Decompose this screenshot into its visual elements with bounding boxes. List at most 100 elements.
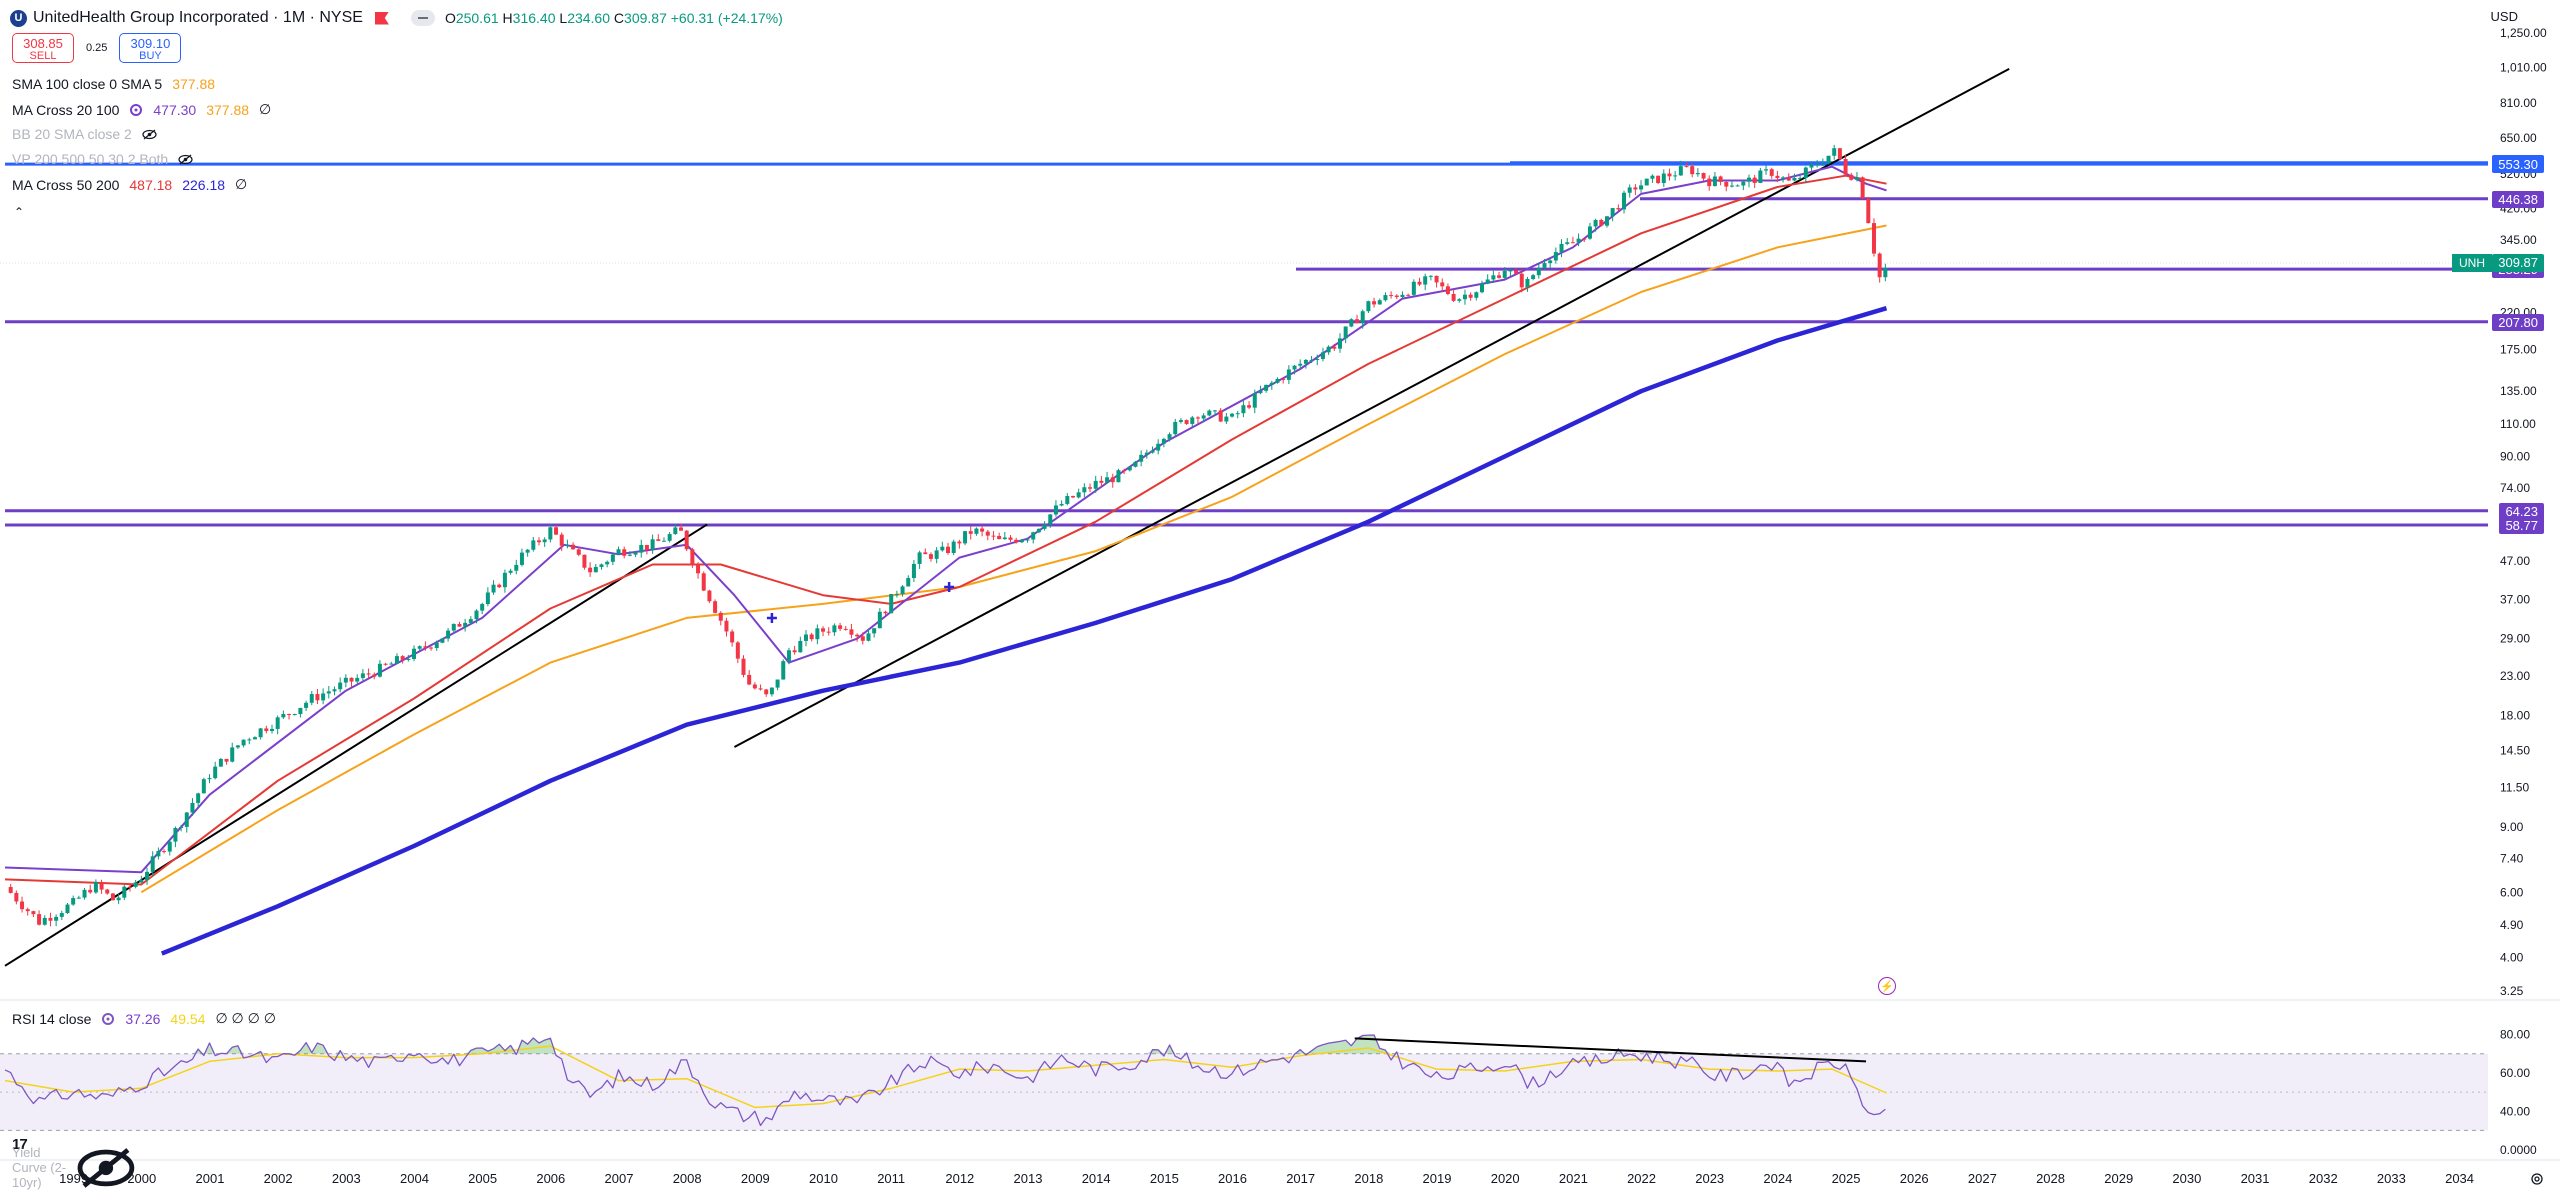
yield-curve-legend[interactable]: Yield Curve (2-10yr) bbox=[12, 1145, 136, 1190]
candle-body bbox=[150, 856, 155, 872]
collapse-legend-chevron-up-icon[interactable]: ⌃ bbox=[14, 205, 25, 219]
candle-body bbox=[162, 851, 167, 853]
candle-body bbox=[110, 893, 115, 901]
candle-body bbox=[1025, 539, 1030, 541]
indicator-vp[interactable]: VP 200 500 50 30 2 Both bbox=[12, 151, 193, 167]
settings-icon[interactable] bbox=[129, 103, 143, 117]
candle-body bbox=[1258, 390, 1263, 394]
candle-body bbox=[877, 611, 882, 629]
candle-body bbox=[1695, 173, 1700, 175]
candle-body bbox=[304, 702, 309, 708]
candle-body bbox=[542, 539, 547, 543]
candle-body bbox=[1031, 532, 1036, 540]
candle-body bbox=[599, 564, 604, 567]
hidden-eye-icon[interactable] bbox=[142, 129, 157, 140]
candle-body bbox=[338, 682, 343, 690]
candle-body bbox=[434, 642, 439, 649]
candle-body bbox=[1241, 405, 1246, 414]
candle-body bbox=[1536, 267, 1541, 276]
candle-body bbox=[1832, 148, 1837, 156]
x-tick-label: 2007 bbox=[605, 1171, 634, 1186]
price-level-tag: 58.77 bbox=[2499, 517, 2544, 534]
candle-body bbox=[1247, 405, 1252, 408]
candle-body bbox=[1741, 181, 1746, 186]
x-tick-label: 2010 bbox=[809, 1171, 838, 1186]
candle-body bbox=[661, 540, 666, 542]
indicator-ma-cross-50-200[interactable]: MA Cross 50 200 487.18 226.18 ∅ bbox=[12, 176, 248, 193]
candle-body bbox=[821, 628, 826, 632]
ma-cross-marker bbox=[944, 581, 955, 592]
candle-body bbox=[1673, 175, 1678, 177]
candle-body bbox=[1809, 164, 1814, 168]
candle-body bbox=[747, 674, 752, 685]
candle-body bbox=[145, 871, 150, 880]
hidden-eye-icon[interactable] bbox=[178, 154, 193, 165]
candle-body bbox=[1576, 238, 1581, 243]
settings-icon[interactable] bbox=[101, 1012, 115, 1026]
indicator-sma100[interactable]: SMA 100 close 0 SMA 5 377.88 bbox=[12, 76, 216, 92]
candle-body bbox=[1224, 416, 1229, 422]
candle-body bbox=[1036, 528, 1041, 533]
candle-body bbox=[1298, 363, 1303, 366]
candle-body bbox=[156, 851, 161, 857]
candle-body bbox=[1349, 319, 1354, 327]
candle-body bbox=[292, 714, 297, 716]
candle-body bbox=[1201, 415, 1206, 419]
candle-body bbox=[1309, 359, 1314, 361]
candle-body bbox=[1053, 505, 1058, 515]
candle-body bbox=[298, 707, 303, 715]
flag-icon[interactable] bbox=[374, 11, 389, 25]
candle-body bbox=[838, 625, 843, 629]
candle-body bbox=[667, 534, 672, 541]
candle-body bbox=[991, 535, 996, 537]
chart-header: U UnitedHealth Group Incorporated · 1M ·… bbox=[10, 6, 783, 30]
candle-body bbox=[1355, 319, 1360, 324]
candle-body bbox=[1701, 173, 1706, 179]
candle-body bbox=[605, 561, 610, 565]
candle-body bbox=[179, 826, 184, 829]
candle-body bbox=[1485, 279, 1490, 284]
candle-body bbox=[1724, 181, 1729, 187]
indicator-bb[interactable]: BB 20 SMA close 2 bbox=[12, 126, 157, 142]
rsi-tick-label: 60.00 bbox=[2500, 1066, 2530, 1080]
candle-body bbox=[82, 889, 87, 898]
x-tick-label: 2028 bbox=[2036, 1171, 2065, 1186]
hidden-eye-icon[interactable] bbox=[76, 1146, 136, 1190]
candle-body bbox=[1002, 537, 1007, 540]
x-tick-label: 2003 bbox=[332, 1171, 361, 1186]
rsi-legend[interactable]: RSI 14 close 37.26 49.54 ∅ ∅ ∅ ∅ bbox=[12, 1010, 276, 1027]
candle-body bbox=[849, 629, 854, 635]
candle-body bbox=[315, 694, 320, 701]
x-tick-label: 2006 bbox=[536, 1171, 565, 1186]
collapse-ohlc-button[interactable] bbox=[410, 10, 435, 26]
candle-body bbox=[1468, 294, 1473, 298]
candle-body bbox=[1281, 378, 1286, 380]
candle-body bbox=[1076, 492, 1081, 498]
candle-body bbox=[207, 778, 212, 780]
gear-icon[interactable] bbox=[2530, 1172, 2544, 1186]
buy-button[interactable]: 309.10 BUY bbox=[119, 33, 182, 63]
candle-body bbox=[548, 527, 553, 540]
indicator-ma-cross-20-100[interactable]: MA Cross 20 100 477.30 377.88 ∅ bbox=[12, 101, 272, 118]
y-tick-label: 18.00 bbox=[2500, 709, 2530, 723]
candle-body bbox=[576, 549, 581, 555]
candle-body bbox=[37, 914, 42, 925]
candle-body bbox=[724, 620, 729, 632]
candle-body bbox=[985, 531, 990, 536]
x-tick-label: 2012 bbox=[945, 1171, 974, 1186]
candle-body bbox=[696, 565, 701, 574]
candle-body bbox=[1582, 238, 1587, 240]
candle-body bbox=[769, 687, 774, 695]
x-tick-label: 2014 bbox=[1082, 1171, 1111, 1186]
candle-body bbox=[1366, 301, 1371, 312]
symbol-title[interactable]: UnitedHealth Group Incorporated · 1M · N… bbox=[33, 9, 363, 26]
currency-label[interactable]: USD bbox=[2490, 9, 2518, 24]
candle-body bbox=[1815, 164, 1820, 166]
sell-button[interactable]: 308.85 SELL bbox=[12, 33, 74, 63]
candle-body bbox=[463, 622, 468, 627]
candle-body bbox=[934, 550, 939, 559]
candle-body bbox=[366, 673, 371, 675]
candle-body bbox=[968, 531, 973, 534]
lightning-icon[interactable]: ⚡ bbox=[1878, 977, 1896, 995]
